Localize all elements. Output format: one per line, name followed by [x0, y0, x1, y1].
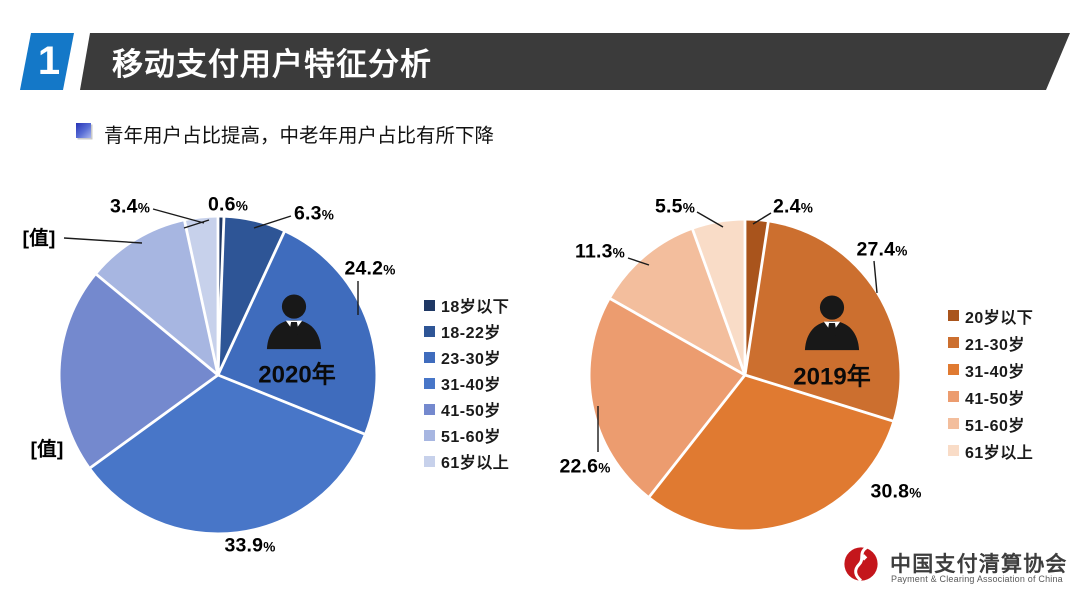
- legend-swatch-icon: [424, 325, 435, 337]
- data-label: 24.2%: [344, 257, 396, 280]
- legend-item: 51-60岁: [424, 422, 509, 448]
- pie-chart-2020: [60, 217, 376, 533]
- legend-label: 31-40岁: [965, 363, 1025, 381]
- section-number: 1: [37, 39, 61, 83]
- legend-swatch-icon: [948, 418, 959, 429]
- slice-separator: [183, 220, 220, 376]
- data-label: 33.9%: [224, 534, 276, 557]
- pie-slice-31-40岁: [90, 375, 365, 533]
- pie-slice-21-30岁: [745, 222, 900, 421]
- data-label: 22.6%: [559, 455, 611, 478]
- pie-slice-31-40岁: [649, 375, 893, 530]
- legend-item: 31-40岁: [948, 356, 1033, 383]
- title-bar: 移动支付用户特征分析: [80, 33, 1070, 90]
- association-logo-icon: [844, 546, 878, 582]
- businessman-icon: [804, 295, 860, 351]
- legend-item: 61岁以上: [948, 437, 1033, 464]
- pie-slice-41-50岁: [590, 298, 745, 497]
- legend-label: 61岁以上: [965, 444, 1034, 462]
- legend-2020: 18岁以下 18-22岁 23-30岁 31-40岁 41-50岁 51-60岁 61岁以上: [424, 292, 509, 474]
- legend-item: 20岁以下: [948, 302, 1033, 329]
- legend-label: 51-60岁: [965, 417, 1025, 435]
- legend-swatch-icon: [424, 429, 435, 441]
- businessman-icon: [266, 294, 322, 350]
- legend-label: 18-22岁: [441, 325, 501, 342]
- slice-separator: [691, 228, 747, 376]
- legend-label: 41-50岁: [441, 403, 501, 420]
- pie-slice-41-50岁: [60, 274, 218, 468]
- legend-label: 31-40岁: [441, 377, 501, 394]
- bullet-square-icon: [76, 123, 91, 138]
- pie-slice-51-60岁: [610, 229, 745, 375]
- legend-item: 23-30岁: [424, 344, 509, 370]
- legend-item: 31-40岁: [424, 370, 509, 396]
- slice-separator: [216, 217, 226, 376]
- slice-separator: [743, 221, 770, 376]
- legend-item: 51-60岁: [948, 410, 1033, 437]
- legend-item: 41-50岁: [948, 383, 1033, 410]
- slice-separator: [609, 297, 746, 377]
- data-label: [值]: [22, 227, 56, 250]
- data-label: 5.5%: [654, 195, 696, 218]
- pie-chart-2019: [590, 220, 900, 530]
- legend-item: 18岁以下: [424, 292, 509, 318]
- legend-label: 51-60岁: [441, 429, 501, 446]
- legend-swatch-icon: [948, 337, 959, 348]
- data-label: 11.3%: [574, 240, 626, 263]
- legend-label: 23-30岁: [441, 351, 501, 368]
- slice-separator: [89, 373, 219, 470]
- slice-separator: [216, 231, 286, 376]
- legend-swatch-icon: [424, 299, 435, 311]
- subtitle-text: 青年用户占比提高，中老年用户占比有所下降: [104, 125, 495, 147]
- legend-swatch-icon: [424, 351, 435, 363]
- legend-swatch-icon: [948, 445, 959, 456]
- slice-separator: [744, 373, 894, 423]
- pie-center-year-2020: 2020年: [258, 361, 336, 389]
- data-label: 2.4%: [772, 195, 814, 218]
- legend-2019: 20岁以下 21-30岁 31-40岁 41-50岁 51-60岁 61岁以上: [948, 302, 1033, 464]
- legend-swatch-icon: [424, 455, 435, 467]
- footer-org-name-cn: 中国支付清算协会: [890, 553, 1068, 576]
- slice-separator: [217, 373, 366, 436]
- section-number-badge: 1: [20, 33, 74, 90]
- legend-label: 18岁以下: [441, 299, 510, 316]
- legend-label: 41-50岁: [965, 390, 1025, 408]
- legend-swatch-icon: [948, 310, 959, 321]
- legend-swatch-icon: [424, 403, 435, 415]
- legend-label: 20岁以下: [965, 309, 1034, 327]
- data-label: 0.6%: [207, 193, 249, 216]
- data-label: 3.4%: [109, 195, 151, 218]
- pie-slice-51-60岁: [96, 221, 218, 375]
- legend-label: 21-30岁: [965, 336, 1025, 354]
- pie-slice-18-22岁: [218, 217, 285, 375]
- legend-item: 41-50岁: [424, 396, 509, 422]
- legend-swatch-icon: [424, 377, 435, 389]
- slice-separator: [648, 374, 747, 498]
- legend-item: 18-22岁: [424, 318, 509, 344]
- data-label: [值]: [30, 438, 64, 461]
- data-label: 6.3%: [293, 202, 335, 225]
- legend-item: 61岁以上: [424, 448, 509, 474]
- legend-swatch-icon: [948, 364, 959, 375]
- footer-org-name-en: Payment & Clearing Association of China: [891, 574, 1063, 584]
- legend-swatch-icon: [948, 391, 959, 402]
- page-title: 移动支付用户特征分析: [112, 47, 432, 82]
- slice-separator: [95, 273, 219, 377]
- data-label: 27.4%: [856, 238, 908, 261]
- legend-label: 61岁以上: [441, 455, 510, 472]
- legend-item: 21-30岁: [948, 329, 1033, 356]
- data-label: 30.8%: [870, 480, 922, 503]
- pie-center-year-2019: 2019年: [793, 363, 871, 391]
